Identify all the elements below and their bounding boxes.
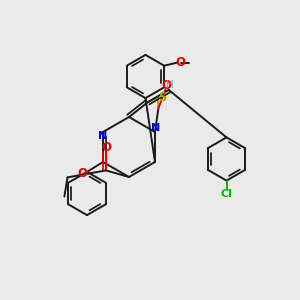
Text: O: O [161,79,171,92]
Text: O: O [78,167,88,180]
Text: O: O [101,141,111,154]
Text: S: S [158,91,167,104]
Text: N: N [98,131,107,141]
Text: H: H [167,80,174,90]
Text: O: O [176,56,186,69]
Text: N: N [151,123,160,134]
Text: Cl: Cl [220,189,232,200]
